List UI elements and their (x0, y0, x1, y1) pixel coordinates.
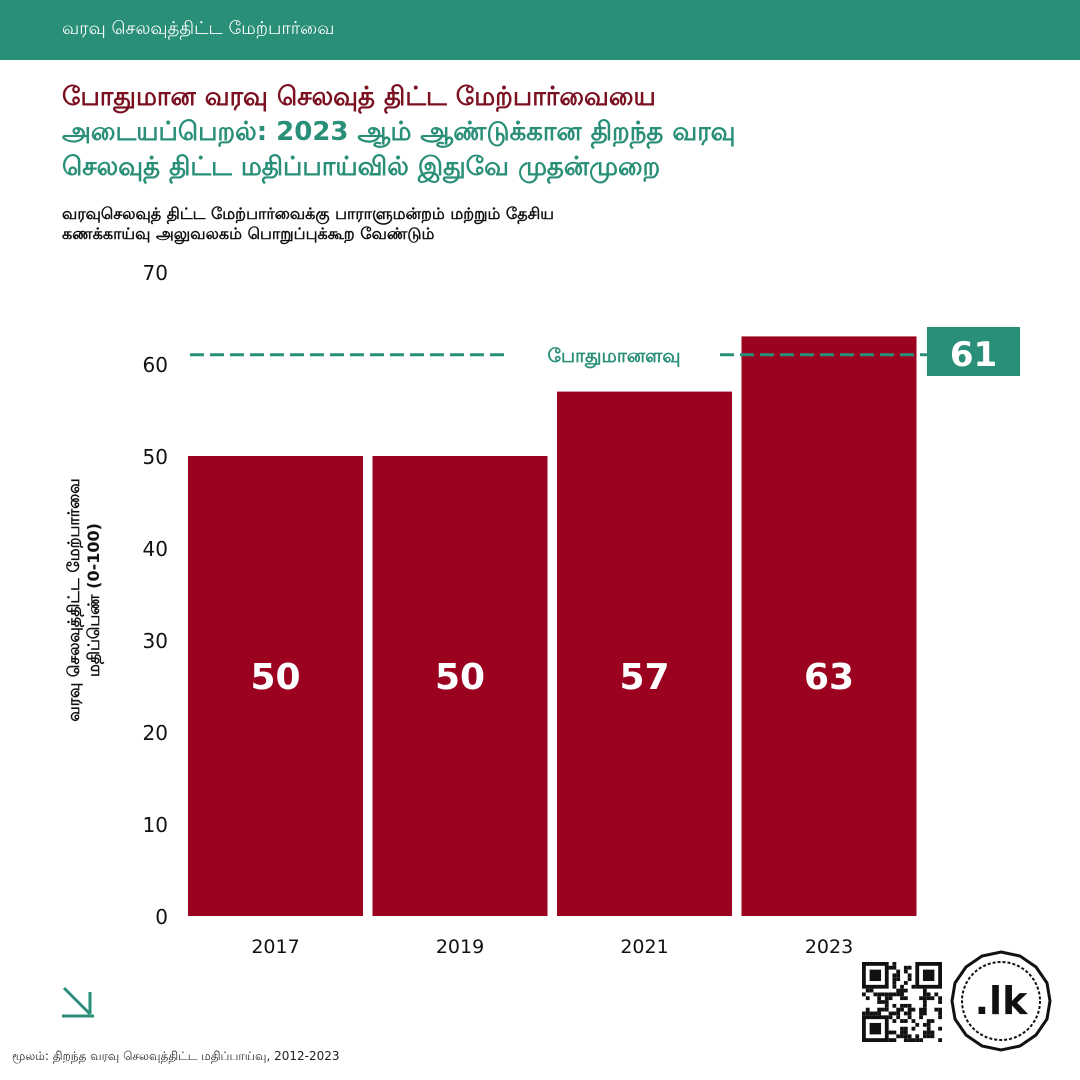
threshold-label: போதுமானளவு (548, 345, 681, 369)
bar-value-label: 50 (250, 657, 300, 698)
qr-code-icon (862, 962, 942, 1042)
x-tick-label: 2017 (251, 936, 299, 958)
headline-line-1: போதுமான வரவு செலவுத் திட்ட மேற்பார்வையை (62, 82, 656, 112)
bar (741, 336, 917, 916)
lk-logo-icon: .lk (950, 950, 1052, 1052)
headline: போதுமான வரவு செலவுத் திட்ட மேற்பார்வையை … (62, 80, 1012, 185)
x-tick-label: 2019 (436, 936, 484, 958)
bar-value-label: 57 (619, 657, 669, 698)
y-tick-label: 70 (143, 261, 168, 285)
threshold-badge-value: 61 (950, 335, 997, 375)
y-tick-label: 30 (143, 629, 168, 653)
banner-title: வரவு செலவுத்திட்ட மேற்பார்வை (62, 18, 335, 39)
subtitle-line-2: கணக்காய்வு அலுவலகம் பொறுப்புக்கூற வேண்டு… (62, 224, 435, 243)
bar (557, 391, 732, 917)
y-tick-label: 20 (143, 721, 168, 745)
y-tick-label: 10 (143, 813, 168, 837)
lk-logo-text: .lk (975, 979, 1028, 1023)
y-tick-label: 40 (143, 537, 168, 561)
x-tick-label: 2021 (620, 936, 668, 958)
source-note: மூலம்: திறந்த வரவு செலவுத்திட்ட மதிப்பாய… (12, 1049, 340, 1063)
y-tick-label: 60 (143, 353, 168, 377)
threshold-badge (927, 327, 1020, 376)
y-tick-label: 50 (143, 445, 168, 469)
bar-value-label: 63 (804, 657, 854, 698)
chart-subtitle: வரவுசெலவுத் திட்ட மேற்பார்வைக்கு பாராளும… (62, 204, 802, 244)
headline-line-2: அடையப்பெறல்: 2023 ஆம் ஆண்டுக்கான திறந்த … (62, 117, 736, 147)
bar-value-label: 50 (435, 657, 485, 698)
x-tick-label: 2023 (805, 936, 853, 958)
arrow-down-right-icon (62, 986, 94, 1018)
bar (372, 456, 548, 916)
top-banner: வரவு செலவுத்திட்ட மேற்பார்வை (0, 0, 1080, 60)
bar (188, 456, 363, 916)
y-tick-label: 0 (155, 905, 168, 929)
subtitle-line-1: வரவுசெலவுத் திட்ட மேற்பார்வைக்கு பாராளும… (62, 204, 554, 223)
headline-line-3: செலவுத் திட்ட மதிப்பாய்வில் இதுவே முதன்ம… (62, 152, 661, 182)
